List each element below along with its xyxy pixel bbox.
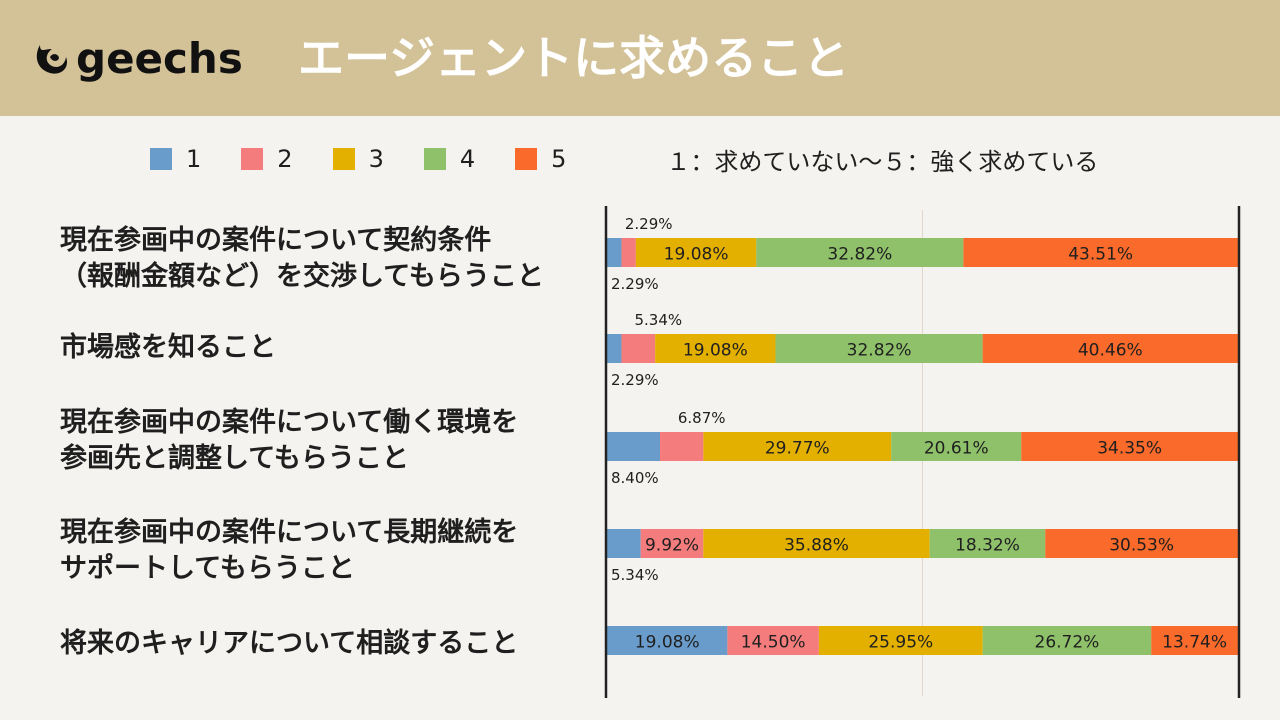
bar-segment-c4-s1 bbox=[607, 626, 728, 655]
legend-label-5: 5 bbox=[551, 145, 567, 173]
bar-segment-c0-s5 bbox=[963, 238, 1238, 267]
legend-label-2: 2 bbox=[277, 145, 293, 173]
data-label-c3-s2: 9.92% bbox=[645, 536, 699, 556]
bar-segment-c3-s1 bbox=[607, 529, 641, 558]
legend-item-4: 4 bbox=[423, 145, 476, 173]
bar-segment-c4-s3 bbox=[818, 626, 983, 655]
bar-segment-c2-s5 bbox=[1021, 432, 1238, 461]
legend-swatch-1 bbox=[150, 148, 172, 170]
data-label-c4-s2: 14.50% bbox=[741, 633, 806, 653]
category-label-long-term: 現在参画中の案件について長期継続を サポートしてもらうこと bbox=[60, 517, 519, 584]
legend-item-3: 3 bbox=[332, 145, 384, 173]
data-label-c3-s3: 35.88% bbox=[784, 536, 849, 556]
bar-segment-c0-s2 bbox=[621, 238, 636, 267]
data-label-c2-s5: 34.35% bbox=[1097, 439, 1162, 459]
page-title: エージェントに求めること bbox=[298, 31, 850, 85]
legend-swatch-3 bbox=[332, 148, 355, 170]
category-label-environment: 現在参画中の案件について働く環境を 参画先と調整してもらうこと bbox=[60, 407, 519, 474]
logo-flame-icon bbox=[36, 45, 68, 74]
legend-label-1: 1 bbox=[186, 145, 202, 173]
bar-segment-c0-s1 bbox=[607, 238, 622, 267]
category-label-market: 市場感を知ること bbox=[60, 332, 276, 363]
legend-swatch-4 bbox=[423, 148, 446, 170]
legend-swatch-5 bbox=[515, 148, 538, 170]
bar-segment-c3-s4 bbox=[929, 529, 1046, 558]
legend-item-1: 1 bbox=[150, 145, 201, 173]
bar-segment-c1-s5 bbox=[982, 334, 1238, 363]
legend-swatch-2 bbox=[241, 148, 264, 170]
bar-segment-c3-s2 bbox=[640, 529, 704, 558]
brand-logo: geechs bbox=[32, 34, 243, 84]
bar-segment-c2-s3 bbox=[703, 432, 892, 461]
data-label-c4-s4: 26.72% bbox=[1035, 633, 1100, 653]
legend-label-4: 4 bbox=[459, 145, 476, 173]
data-label-c1-s5: 40.46% bbox=[1078, 341, 1143, 361]
bar-segment-c1-s1 bbox=[607, 334, 622, 363]
data-label-c3-s5: 30.53% bbox=[1109, 536, 1174, 556]
data-label-c2-s3: 29.77% bbox=[765, 439, 830, 459]
header-bar: geechs エージェントに求めること bbox=[0, 0, 1280, 116]
data-label-c4-s5: 13.74% bbox=[1162, 633, 1227, 653]
legend-label-3: 3 bbox=[368, 145, 384, 173]
bar-segment-c3-s5 bbox=[1045, 529, 1238, 558]
bar-segment-c1-s2 bbox=[621, 334, 656, 363]
data-label-c4-s3: 25.95% bbox=[868, 633, 933, 653]
data-label-c2-s4: 20.61% bbox=[924, 439, 989, 459]
legend-scale-note: １：求めていない～５：強く求めている bbox=[666, 147, 1099, 176]
bar-segment-c4-s2 bbox=[727, 626, 819, 655]
category-label-contract: 現在参画中の案件について契約条件 （報酬金額など）を交渉してもらうこと bbox=[60, 225, 544, 292]
data-label-c0-s4: 32.82% bbox=[827, 245, 892, 265]
data-label-c0-s3: 19.08% bbox=[664, 245, 729, 265]
data-label-c3-s1: 5.34% bbox=[611, 566, 659, 584]
bar-segment-c0-s4 bbox=[756, 238, 964, 267]
data-label-c1-s4: 32.82% bbox=[847, 341, 912, 361]
data-label-c1-s1: 2.29% bbox=[611, 371, 659, 389]
bar-segment-c1-s3 bbox=[655, 334, 776, 363]
bar-segment-c0-s3 bbox=[635, 238, 757, 267]
data-label-c1-s3: 19.08% bbox=[683, 341, 748, 361]
legend-item-5: 5 bbox=[515, 145, 566, 173]
data-label-c0-s2: 2.29% bbox=[625, 215, 673, 233]
data-label-c0-s5: 43.51% bbox=[1068, 245, 1133, 265]
data-label-c3-s4: 18.32% bbox=[955, 536, 1020, 556]
chart-legend: 1 2 3 4 5 １：求めていない～５：強く求めている bbox=[150, 144, 1099, 176]
logo-text: geechs bbox=[76, 34, 243, 83]
bar-segment-c4-s5 bbox=[1151, 626, 1238, 655]
bar-segment-c1-s4 bbox=[775, 334, 983, 363]
bar-segment-c2-s4 bbox=[891, 432, 1022, 461]
data-label-c0-s1: 2.29% bbox=[611, 275, 659, 293]
legend-item-2: 2 bbox=[241, 145, 293, 173]
bar-segment-c3-s3 bbox=[703, 529, 930, 558]
bar-segment-c2-s2 bbox=[660, 432, 704, 461]
category-label-career: 将来のキャリアについて相談すること bbox=[60, 628, 519, 659]
data-label-c1-s2: 5.34% bbox=[634, 311, 682, 329]
data-label-c2-s1: 8.40% bbox=[611, 469, 659, 487]
data-label-c2-s2: 6.87% bbox=[678, 409, 726, 427]
bar-segment-c2-s1 bbox=[607, 432, 661, 461]
bar-segment-c4-s4 bbox=[982, 626, 1152, 655]
data-label-c4-s1: 19.08% bbox=[635, 633, 700, 653]
